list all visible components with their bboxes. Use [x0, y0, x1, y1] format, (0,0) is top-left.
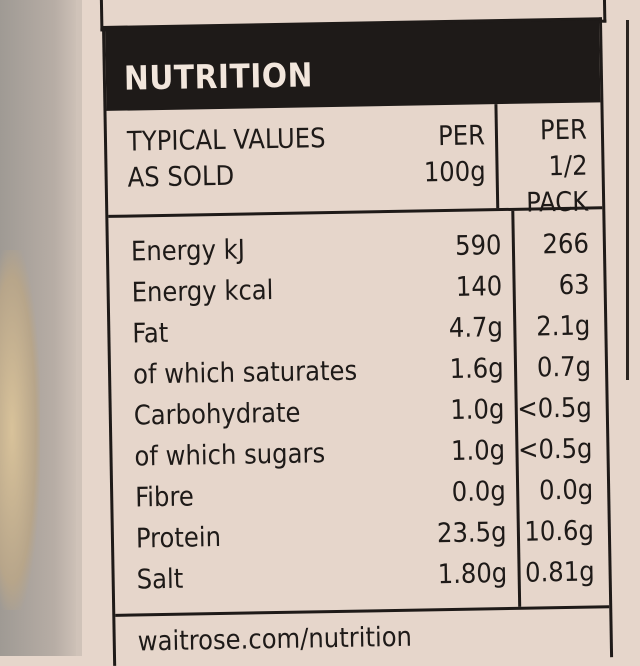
header-text: PER: [437, 120, 486, 153]
value-per-100g: 1.6g: [449, 353, 504, 385]
per-half-pack-values: 266 63 2.1g 0.7g <0.5g <0.5g 0.0g 10.6g 0.81g: [510, 209, 610, 607]
nutrition-label: NUTRITION TYPICAL VALUES AS SOLD PER 100…: [102, 17, 614, 666]
value-per-100g: 140: [455, 271, 503, 303]
nutrient-name: Protein: [135, 522, 222, 555]
table-body: Energy kJ Energy kcal Fat of which saturate…: [108, 209, 610, 617]
nutrition-title: NUTRITION: [105, 20, 601, 111]
value-per-100g: 1.80g: [437, 558, 508, 591]
value-per-100g: 1.0g: [450, 435, 506, 467]
header-per-100g: PER 100g: [376, 104, 496, 210]
header-text: 100g: [423, 156, 486, 189]
header-per-half-pack: PER 1/2 PACK: [494, 102, 603, 219]
value-per-100g: 4.7g: [448, 312, 504, 344]
value-per-half-pack: 63: [558, 269, 590, 302]
value-per-100g: 0.0g: [451, 476, 507, 508]
header-text: AS SOLD: [127, 160, 235, 194]
value-per-half-pack: <0.5g: [517, 433, 593, 466]
header-typical-values: TYPICAL VALUES AS SOLD: [106, 106, 378, 215]
value-per-100g: 590: [454, 230, 502, 262]
nutrient-name: Energy kJ: [130, 234, 246, 268]
value-per-half-pack: 2.1g: [536, 310, 591, 343]
nutrient-names: Energy kJ Energy kcal Fat of which saturate…: [108, 213, 402, 614]
value-per-half-pack: 0.81g: [524, 556, 595, 589]
nutrient-name: Energy kcal: [131, 275, 274, 309]
nutrient-name: of which saturates: [132, 355, 358, 391]
nutrient-name: Salt: [136, 563, 184, 596]
nutrient-name: of which sugars: [134, 438, 326, 473]
header-text: TYPICAL VALUES: [126, 123, 326, 158]
nutrient-name: Fat: [132, 317, 169, 350]
per-100g-values: 590 140 4.7g 1.6g 1.0g 1.0g 0.0g 23.5g 1.80g: [395, 211, 518, 609]
header-text: PER 1/2: [539, 114, 588, 183]
footer-url: waitrose.com/nutrition: [137, 621, 413, 658]
value-per-100g: 1.0g: [450, 394, 505, 426]
package-edge: [76, 0, 82, 656]
right-border-line: [626, 20, 629, 380]
value-per-half-pack: 0.0g: [538, 474, 594, 507]
value-per-half-pack: 10.6g: [524, 515, 595, 548]
value-per-half-pack: 266: [542, 228, 590, 261]
table-header: TYPICAL VALUES AS SOLD PER 100g PER 1/2 …: [106, 102, 603, 219]
value-per-100g: 23.5g: [436, 517, 507, 550]
value-per-half-pack: <0.5g: [517, 392, 593, 425]
nutrient-name: Fibre: [134, 481, 195, 514]
value-per-half-pack: 0.7g: [536, 351, 592, 384]
nutrient-name: Carbohydrate: [133, 397, 301, 432]
background-blur: [0, 250, 40, 610]
